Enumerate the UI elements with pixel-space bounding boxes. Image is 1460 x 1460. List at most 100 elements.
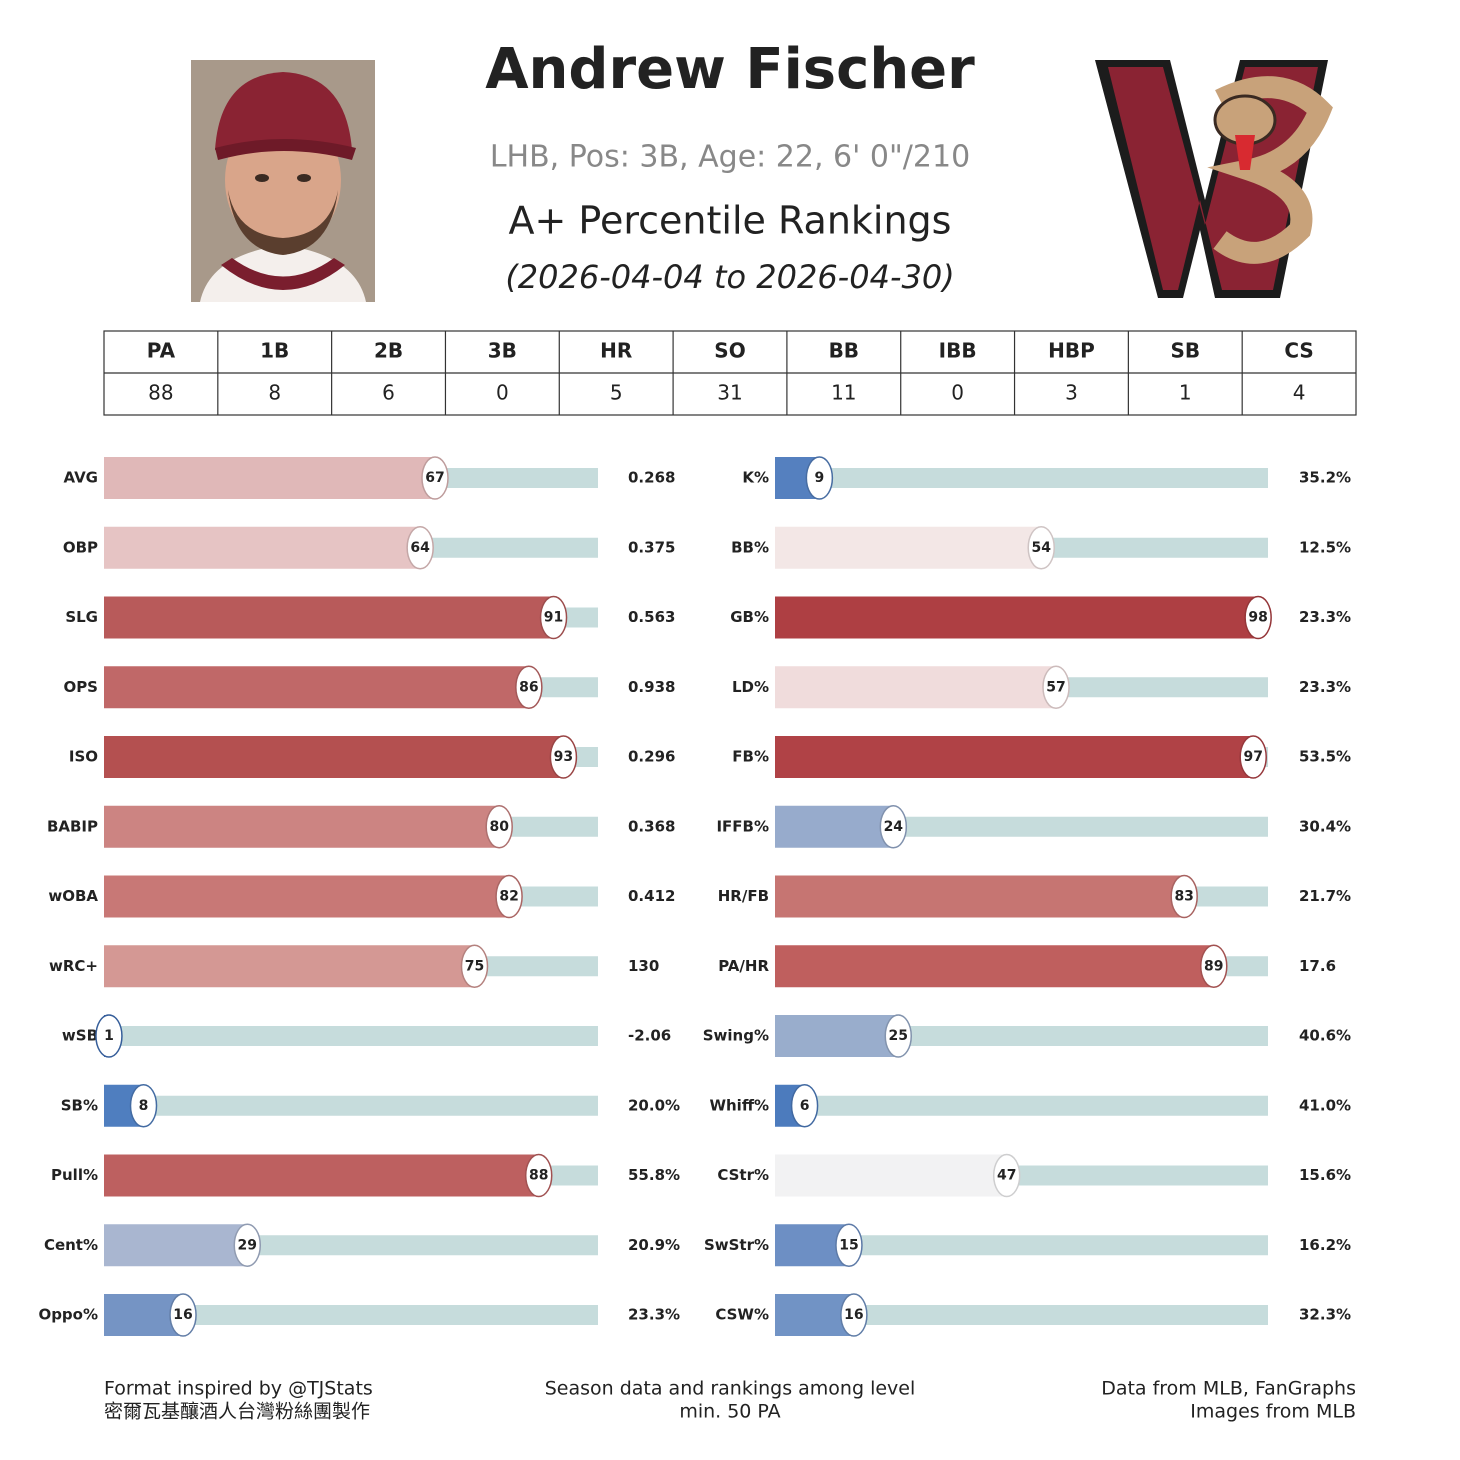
category-label: OBP xyxy=(63,538,98,556)
bar-end xyxy=(524,1153,553,1198)
table-header: 2B xyxy=(374,339,403,363)
track xyxy=(775,1235,1268,1256)
bar-end xyxy=(95,1014,123,1058)
category-label: AVG xyxy=(63,469,98,487)
stat-value: 12.5% xyxy=(1299,538,1351,556)
stat-value: 35.2% xyxy=(1299,469,1351,487)
stat-value: 20.9% xyxy=(628,1236,680,1254)
stat-value: 0.412 xyxy=(628,887,675,905)
category-label: SwStr% xyxy=(704,1236,769,1254)
table-value: 0 xyxy=(951,381,964,405)
bar-end xyxy=(1200,944,1228,988)
stat-value: 0.938 xyxy=(628,678,675,696)
bar xyxy=(775,945,1214,988)
footer-note: min. 50 PA xyxy=(679,1401,780,1423)
table-header: 1B xyxy=(260,339,289,363)
bar-end xyxy=(169,1293,197,1337)
table-value: 5 xyxy=(610,381,623,405)
stat-value: 32.3% xyxy=(1299,1306,1351,1324)
footer-note: Season data and rankings among level xyxy=(545,1378,916,1400)
category-label: PA/HR xyxy=(718,957,769,975)
category-label: wRC+ xyxy=(49,957,98,975)
bar-end xyxy=(790,1084,819,1128)
stat-value: 0.368 xyxy=(628,817,675,835)
table-header: PA xyxy=(147,339,176,363)
player-bio: LHB, Pos: 3B, Age: 22, 6' 0"/210 xyxy=(490,140,970,175)
bar-end xyxy=(1042,665,1070,709)
bar-end xyxy=(539,595,568,640)
table-value: 8 xyxy=(268,381,281,405)
bar-end xyxy=(835,1223,863,1267)
bar-end xyxy=(406,526,434,570)
bar-end xyxy=(495,874,523,919)
category-label: Oppo% xyxy=(38,1306,98,1324)
percentile-label: 25 xyxy=(889,1028,908,1044)
bar-end xyxy=(884,1014,912,1058)
stat-value: 20.0% xyxy=(628,1096,680,1114)
category-label: Pull% xyxy=(51,1166,98,1184)
bar-end xyxy=(485,805,513,849)
bar-end xyxy=(1244,595,1272,640)
table-value: 4 xyxy=(1293,381,1306,405)
percentile-label: 16 xyxy=(844,1307,863,1323)
bar xyxy=(104,457,435,499)
percentile-label: 24 xyxy=(884,819,904,835)
table-header: BB xyxy=(829,339,860,363)
percentile-label: 16 xyxy=(173,1307,192,1323)
category-label: Cent% xyxy=(44,1236,98,1254)
bar xyxy=(775,1015,899,1057)
stat-value: 130 xyxy=(628,957,659,975)
stat-value: 23.3% xyxy=(1299,608,1351,626)
percentile-label: 15 xyxy=(839,1237,858,1253)
table-header: 3B xyxy=(488,339,517,363)
bar xyxy=(104,736,564,778)
category-label: HR/FB xyxy=(718,887,769,905)
table-header: SB xyxy=(1170,339,1200,363)
bar xyxy=(775,666,1057,709)
footer-credit: 密爾瓦基釀酒人台灣粉絲團製作 xyxy=(104,1401,370,1423)
percentile-label: 75 xyxy=(465,958,484,974)
category-label: SB% xyxy=(61,1096,98,1114)
stat-value: 23.3% xyxy=(1299,678,1351,696)
table-header: SO xyxy=(714,339,745,363)
bar xyxy=(104,945,475,988)
category-label: FB% xyxy=(732,748,769,766)
bar-end xyxy=(840,1293,868,1337)
table-value: 11 xyxy=(831,381,856,405)
bar xyxy=(775,736,1254,778)
category-label: IFFB% xyxy=(716,817,769,835)
stat-value: 23.3% xyxy=(628,1306,680,1324)
bar xyxy=(104,1224,248,1267)
category-label: Swing% xyxy=(703,1027,769,1045)
percentile-label: 29 xyxy=(238,1237,257,1253)
bar xyxy=(104,596,554,639)
category-label: SLG xyxy=(65,608,98,626)
bar-end xyxy=(805,456,834,500)
footer-credit: Format inspired by @TJStats xyxy=(104,1378,373,1400)
stat-value: 17.6 xyxy=(1299,957,1336,975)
bar xyxy=(775,805,894,848)
percentile-label: 93 xyxy=(554,749,573,765)
bar xyxy=(775,596,1259,639)
player-photo xyxy=(191,60,375,302)
track xyxy=(104,1026,598,1046)
stat-value: 30.4% xyxy=(1299,817,1351,835)
bar xyxy=(104,875,510,918)
footer-source: Data from MLB, FanGraphs xyxy=(1101,1378,1356,1400)
stat-value: 53.5% xyxy=(1299,748,1351,766)
stat-value: 0.296 xyxy=(628,748,675,766)
track xyxy=(775,1095,1268,1116)
category-label: LD% xyxy=(732,678,769,696)
percentile-label: 6 xyxy=(800,1098,810,1114)
stat-value: 0.563 xyxy=(628,608,675,626)
bar-end xyxy=(1027,526,1055,570)
bar-end xyxy=(129,1084,158,1128)
footer-source: Images from MLB xyxy=(1190,1401,1356,1423)
percentile-label: 91 xyxy=(544,610,563,626)
date-range: (2026-04-04 to 2026-04-30) xyxy=(505,258,954,296)
player-name: Andrew Fischer xyxy=(485,37,975,102)
stat-value: 40.6% xyxy=(1299,1027,1351,1045)
team-logo xyxy=(1095,60,1333,298)
bar-end xyxy=(421,456,449,500)
